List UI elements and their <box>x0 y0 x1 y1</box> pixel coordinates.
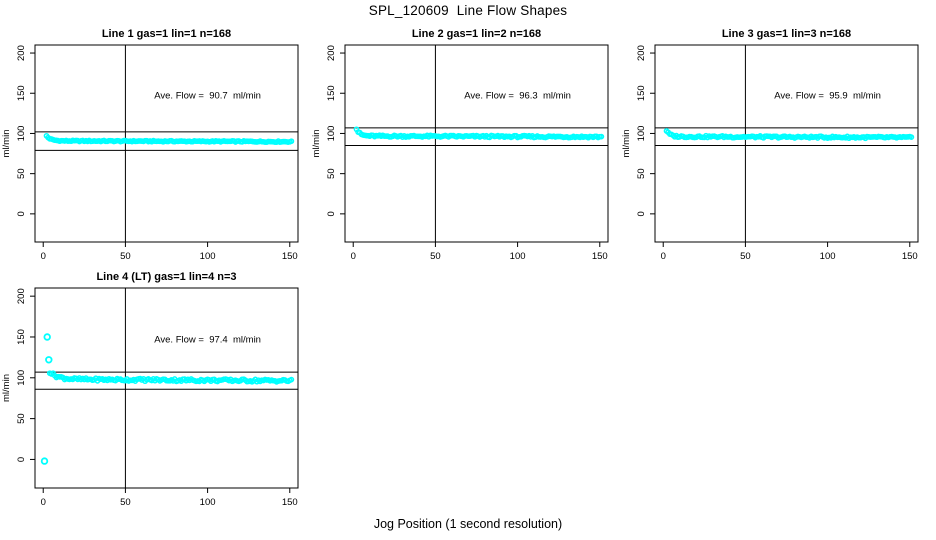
x-tick-label: 150 <box>282 497 298 508</box>
y-tick-label: 0 <box>16 457 27 462</box>
y-tick-label: 50 <box>326 168 337 179</box>
x-tick-label: 50 <box>120 497 131 508</box>
outlier-data-point <box>45 356 53 364</box>
data-point <box>908 134 915 140</box>
panel-4: 0 50 100 150 0 50 100 150 200 Line 4 (LT) gas=1 l… <box>1 271 299 508</box>
x-tick-label: 0 <box>41 251 46 262</box>
data-point <box>288 376 295 383</box>
ave-flow-annotation: Ave. Flow = 90.7 ml/min <box>154 91 261 102</box>
outlier-data-point <box>40 457 49 465</box>
y-axis-label: ml/min <box>1 374 12 402</box>
x-tick-label: 0 <box>41 497 46 508</box>
y-tick-label: 100 <box>636 126 647 142</box>
y-tick-label: 0 <box>16 211 27 216</box>
panel-3: 0 50 100 150 0 50 100 150 200 Line 3 gas=1 lin=3 … <box>621 28 919 262</box>
plot-box <box>34 287 299 489</box>
y-tick-label: 50 <box>16 168 27 179</box>
x-tick-label: 150 <box>282 251 298 262</box>
y-tick-label: 150 <box>16 329 27 345</box>
panel-title: Line 2 gas=1 lin=2 n=168 <box>412 28 541 40</box>
ave-flow-annotation: Ave. Flow = 95.9 ml/min <box>774 91 881 102</box>
y-tick-label: 200 <box>16 288 27 304</box>
y-tick-label: 100 <box>16 370 27 386</box>
figure-title: SPL_120609 Line Flow Shapes <box>368 3 568 18</box>
data-point <box>598 133 605 140</box>
y-tick-label: 150 <box>636 85 647 101</box>
x-axis-label: Jog Position (1 second resolution) <box>373 517 563 531</box>
x-tick-label: 150 <box>592 251 608 262</box>
ave-flow-annotation: Ave. Flow = 96.3 ml/min <box>464 91 571 102</box>
x-tick-label: 100 <box>200 497 216 508</box>
y-tick-label: 100 <box>16 126 27 142</box>
x-tick-label: 0 <box>351 251 356 262</box>
y-tick-label: 50 <box>16 413 27 424</box>
plot-box <box>344 44 609 243</box>
y-axis-label: ml/min <box>621 130 632 158</box>
panel-title: Line 1 gas=1 lin=1 n=168 <box>102 28 231 40</box>
x-tick-label: 50 <box>120 251 131 262</box>
x-tick-label: 0 <box>661 251 666 262</box>
plot-box <box>654 44 919 243</box>
x-tick-label: 100 <box>510 251 526 262</box>
y-tick-label: 150 <box>16 85 27 101</box>
panel-1: 0 50 100 150 0 50 100 150 200 Line 1 gas=1 lin=1 … <box>1 28 299 262</box>
y-tick-label: 100 <box>326 126 337 142</box>
y-tick-label: 50 <box>636 168 647 179</box>
plot-box <box>34 44 299 243</box>
y-axis-label: ml/min <box>311 130 322 158</box>
x-tick-label: 100 <box>200 251 216 262</box>
outlier-data-point <box>43 333 51 341</box>
y-tick-label: 0 <box>636 211 647 216</box>
data-point <box>288 138 295 145</box>
panel-title: Line 4 (LT) gas=1 lin=4 n=3 <box>96 271 236 283</box>
x-tick-label: 100 <box>820 251 836 262</box>
panel-title: Line 3 gas=1 lin=3 n=168 <box>722 28 851 40</box>
panel-2: 0 50 100 150 0 50 100 150 200 Line 2 gas=1 lin=2 … <box>311 28 609 262</box>
y-tick-label: 0 <box>326 211 337 216</box>
y-tick-label: 150 <box>326 85 337 101</box>
y-tick-label: 200 <box>636 45 647 61</box>
x-tick-label: 50 <box>430 251 441 262</box>
x-tick-label: 150 <box>902 251 918 262</box>
y-axis-label: ml/min <box>1 130 12 158</box>
y-tick-label: 200 <box>16 45 27 61</box>
x-tick-label: 50 <box>740 251 751 262</box>
ave-flow-annotation: Ave. Flow = 97.4 ml/min <box>154 334 261 345</box>
y-tick-label: 200 <box>326 45 337 61</box>
